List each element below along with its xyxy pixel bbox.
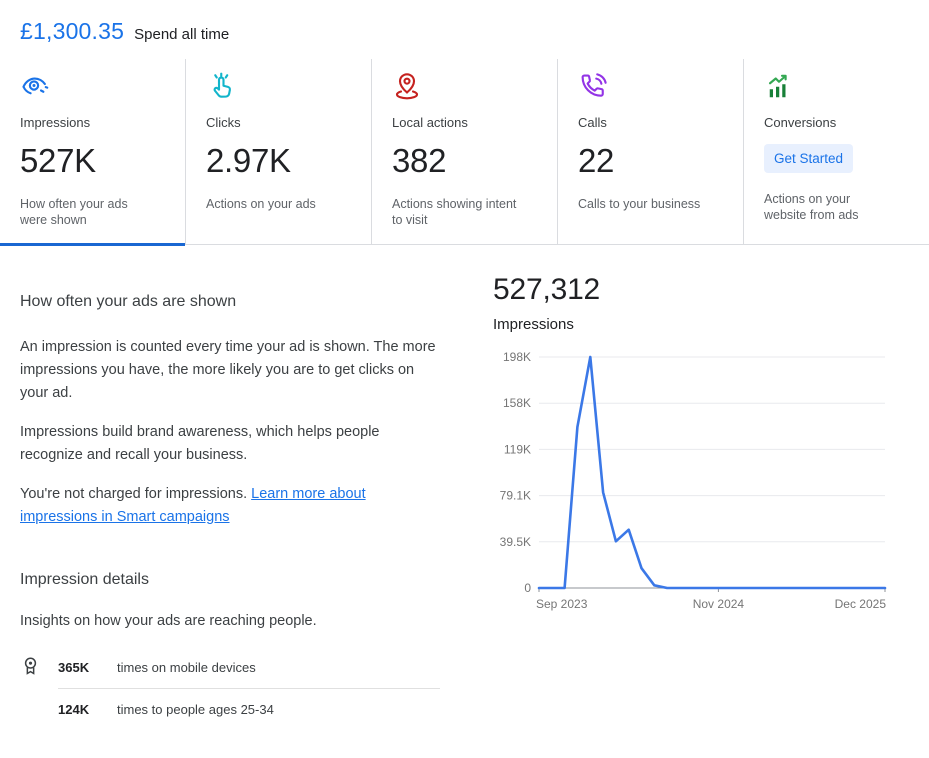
info-column: How often your ads are shown An impressi… (0, 245, 460, 730)
chart-total-value: 527,312 (493, 273, 601, 306)
detail-value-mobile: 365K (58, 660, 90, 675)
detail-row-mobile: 365K times on mobile devices (20, 647, 440, 689)
card-impressions-label: Impressions (20, 115, 91, 130)
svg-text:79.1K: 79.1K (500, 489, 531, 503)
card-local-actions-value: 382 (392, 142, 447, 179)
get-started-button[interactable]: Get Started (764, 144, 854, 173)
card-local-actions[interactable]: Local actions 382 Actions showing intent… (372, 59, 558, 244)
svg-text:Nov 2024: Nov 2024 (693, 597, 745, 611)
card-conversions-description: Actions on your website from ads (764, 192, 859, 222)
svg-text:158K: 158K (503, 396, 531, 410)
detail-row-ages: 124K times to people ages 25-34 (20, 689, 440, 730)
impression-detail-list: 365K times on mobile devices 124K times … (20, 647, 440, 730)
card-clicks-value: 2.97K (206, 142, 291, 179)
info-paragraph-3: You're not charged for impressions. Lear… (20, 483, 440, 529)
metric-cards-row: Impressions 527K How often your ads were… (0, 59, 929, 246)
card-calls-value: 22 (578, 142, 615, 179)
spend-summary: £1,300.35 Spend all time (0, 0, 929, 59)
detail-value-ages: 124K (58, 702, 90, 717)
trending-bars-icon (764, 71, 911, 107)
card-conversions[interactable]: Conversions Get Started Actions on your … (744, 59, 929, 244)
main-content: How often your ads are shown An impressi… (0, 245, 929, 730)
card-impressions-description: How often your ads were shown (20, 197, 128, 227)
detail-text-mobile: times on mobile devices (117, 660, 256, 675)
card-clicks-label: Clicks (206, 115, 241, 130)
card-conversions-label: Conversions (764, 115, 837, 130)
spend-amount[interactable]: £1,300.35 (20, 18, 125, 44)
svg-text:Sep 2023: Sep 2023 (536, 597, 588, 611)
eye-icon (20, 71, 167, 107)
info-paragraph-1: An impression is counted every time your… (20, 339, 436, 401)
click-hand-icon (206, 71, 353, 107)
card-clicks[interactable]: Clicks 2.97K Actions on your ads (186, 59, 372, 244)
card-local-actions-description: Actions showing intent to visit (392, 197, 517, 227)
chart-column: 527,312 Impressions 198K 158K 119K 79.1K 39.… (493, 245, 909, 730)
svg-text:198K: 198K (503, 350, 531, 364)
card-calls[interactable]: Calls 22 Calls to your business (558, 59, 744, 244)
card-impressions-value: 527K (20, 142, 96, 179)
info-paragraph-2: Impressions build brand awareness, which… (20, 424, 380, 463)
info-paragraph-3-text: You're not charged for impressions. (20, 486, 252, 502)
award-badge-icon (20, 652, 58, 685)
svg-text:Dec 2025: Dec 2025 (835, 597, 887, 611)
card-impressions[interactable]: Impressions 527K How often your ads were… (0, 59, 186, 246)
card-calls-label: Calls (578, 115, 607, 130)
card-calls-description: Calls to your business (578, 197, 701, 211)
detail-text-ages: times to people ages 25-34 (117, 702, 274, 717)
chart-metric-label: Impressions (493, 316, 574, 333)
svg-text:119K: 119K (504, 442, 531, 456)
location-pin-icon (392, 71, 539, 107)
spend-label: Spend all time (134, 26, 230, 43)
svg-text:0: 0 (524, 581, 531, 595)
details-subtitle: Insights on how your ads are reaching pe… (20, 613, 317, 629)
svg-text:39.5K: 39.5K (500, 535, 531, 549)
learn-more-link[interactable]: Learn more about impressions in Smart ca… (20, 486, 366, 525)
phone-waves-icon (578, 71, 725, 107)
card-clicks-description: Actions on your ads (206, 197, 316, 211)
info-section-title: How often your ads are shown (20, 293, 237, 310)
impressions-line-chart: 198K 158K 119K 79.1K 39.5K 0 Sep 2023 Nov 2024 D… (500, 350, 887, 611)
details-section-title: Impression details (20, 571, 149, 588)
card-local-actions-label: Local actions (392, 115, 468, 130)
